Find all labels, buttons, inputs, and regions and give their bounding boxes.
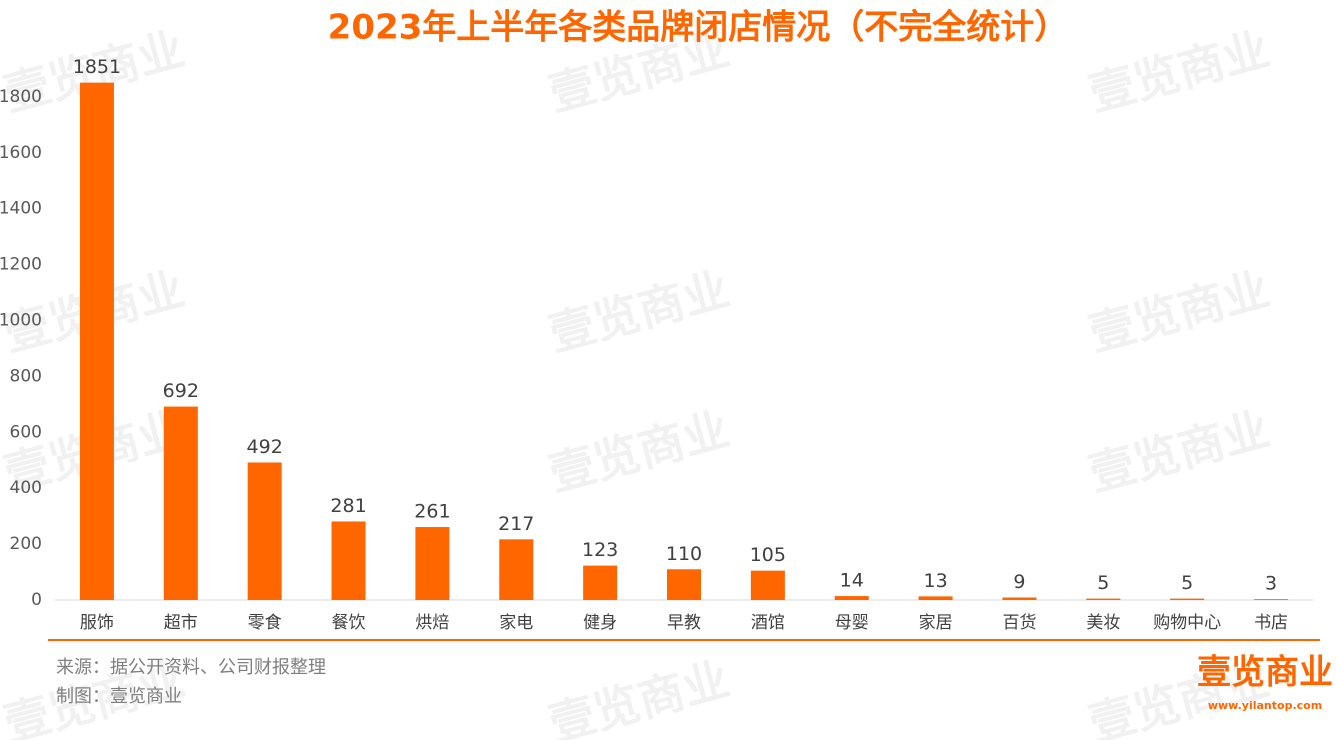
bar [499,539,534,600]
x-tick-label: 超市 [164,613,198,633]
maker: 制图：壹览商业 [56,686,182,707]
y-tick-label: 600 [10,422,42,442]
x-tick-label: 书店 [1254,613,1288,633]
source: 来源：据公开资料、公司财报整理 [56,657,326,678]
data-label: 492 [247,436,283,458]
bar [247,462,282,600]
x-tick-label: 早教 [667,613,701,633]
data-label: 217 [498,513,534,535]
data-label: 5 [1181,572,1193,594]
x-tick-label: 美妆 [1086,613,1120,633]
y-tick-label: 1600 [0,143,42,163]
y-tick-label: 1400 [0,199,42,219]
bar [667,569,701,600]
data-label: 123 [582,539,618,561]
watermark: 壹览商业 [1083,22,1275,122]
data-label: 281 [330,495,366,517]
data-label: 110 [666,543,702,565]
bar [415,527,450,600]
data-label: 261 [414,501,450,523]
bar [1002,597,1037,600]
x-tick-label: 餐饮 [332,613,366,633]
y-tick-label: 400 [10,478,42,498]
logo-url: www.yilantop.com [1208,699,1322,712]
x-tick-label: 购物中心 [1153,613,1221,633]
y-tick-label: 1800 [0,87,42,107]
chart-title: 2023年上半年各类品牌闭店情况（不完全统计） [328,8,1069,48]
x-tick-label: 酒馆 [751,613,785,633]
x-tick-label: 烘焙 [415,613,449,633]
x-tick-label: 母婴 [835,613,869,633]
x-tick-label: 服饰 [80,613,114,633]
data-label: 692 [163,380,199,402]
y-tick-label: 200 [10,534,42,554]
bar [834,596,869,600]
data-label: 5 [1097,572,1109,594]
y-tick-label: 1200 [0,255,42,275]
x-tick-label: 零食 [248,613,282,633]
bar [79,82,114,600]
watermark: 壹览商业 [1083,262,1275,362]
bar [1254,599,1289,600]
bar [918,596,953,600]
logo: 壹览商业 [1197,653,1333,693]
data-label: 3 [1265,573,1277,595]
data-label: 13 [924,570,948,592]
x-tick-label: 家电 [499,613,533,633]
bar [750,570,785,600]
y-tick-label: 1000 [0,311,42,331]
data-label: 14 [840,570,864,592]
bar [583,565,618,600]
bar [331,521,366,600]
bar [1086,598,1121,600]
bar [163,406,198,600]
x-tick-label: 健身 [583,613,617,633]
watermark: 壹览商业 [543,402,735,502]
bar [1170,598,1205,600]
data-label: 1851 [73,56,121,78]
watermark: 壹览商业 [1083,402,1275,502]
data-label: 105 [750,544,786,566]
y-tick-label: 800 [10,366,42,386]
x-tick-label: 家居 [919,613,953,633]
y-tick-label: 0 [31,590,42,610]
x-tick-label: 百货 [1002,613,1036,633]
data-label: 9 [1013,571,1025,593]
watermark: 壹览商业 [543,262,735,362]
watermark: 壹览商业 [543,652,735,740]
